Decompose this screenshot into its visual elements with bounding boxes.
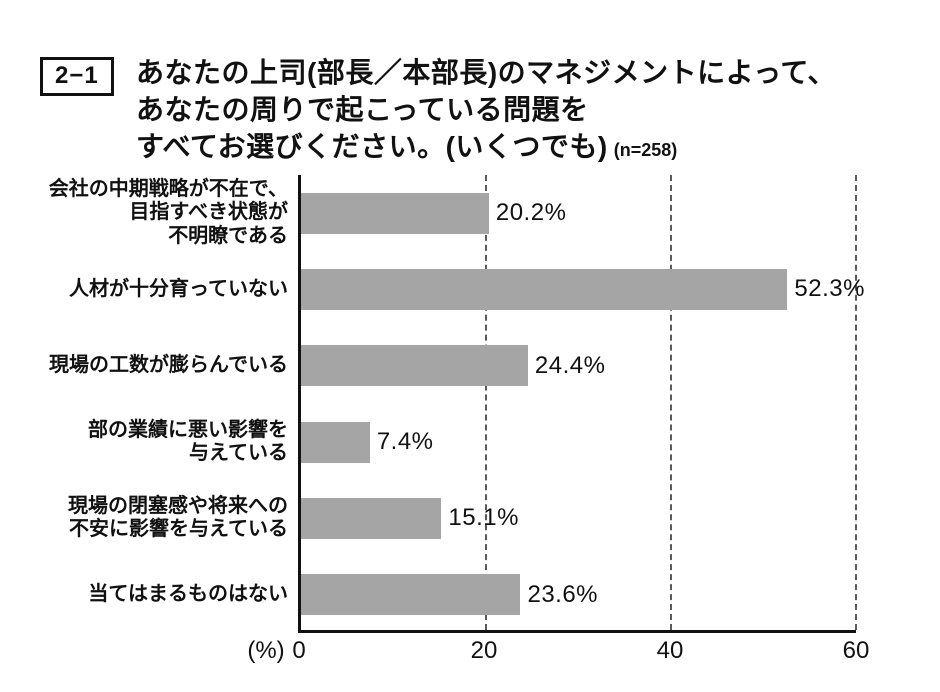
- bar-value-label: 52.3%: [794, 275, 865, 303]
- bar-track: 24.4%: [301, 328, 859, 404]
- bar-track: 15.1%: [301, 480, 859, 556]
- bar-row: 現場の閉塞感や将来への 不安に影響を与えている 15.1%: [0, 480, 940, 556]
- bar: [301, 192, 489, 234]
- bar-track: 7.4%: [301, 404, 859, 480]
- gridline-40: [670, 175, 672, 630]
- question-title-line1: あなたの上司(部長／本部長)のマネジメントによって、: [136, 57, 837, 88]
- bar: [301, 268, 788, 310]
- bar-track: 52.3%: [301, 251, 864, 327]
- question-number-badge: 2−1: [40, 57, 114, 96]
- category-label: 部の業績に悪い影響を 与えている: [88, 418, 288, 465]
- question-title-line3: すべてお選びください。(いくつでも) (n=258): [136, 131, 678, 162]
- bar-value-label: 24.4%: [534, 351, 606, 379]
- x-axis-unit-label: (%): [247, 637, 285, 664]
- bar-row: 現場の工数が膨らんでいる 24.4%: [0, 328, 940, 404]
- bar-track: 20.2%: [301, 175, 859, 251]
- category-label: 会社の中期戦略が不在で、 目指すべき状態が 不明瞭である: [48, 177, 288, 247]
- bar-rows: 会社の中期戦略が不在で、 目指すべき状態が 不明瞭である 20.2% 人材が十分…: [0, 175, 940, 633]
- bar: [301, 421, 370, 463]
- category-label: 当てはまるものはない: [88, 583, 288, 605]
- x-axis-tick-40: 40: [656, 637, 684, 664]
- bar: [301, 345, 528, 387]
- plot-area: [298, 175, 857, 633]
- bar: [301, 497, 442, 539]
- bar-value-label: 20.2%: [495, 199, 567, 227]
- question-title: あなたの上司(部長／本部長)のマネジメントによって、 あなたの周りで起こっている…: [136, 54, 836, 169]
- bar-row: 会社の中期戦略が不在で、 目指すべき状態が 不明瞭である 20.2%: [0, 175, 940, 251]
- bar-row: 当てはまるものはない 23.6%: [0, 557, 940, 633]
- category-label: 人材が十分育っていない: [69, 277, 288, 300]
- category-label: 現場の閉塞感や将来への 不安に影響を与えている: [68, 494, 288, 541]
- x-axis-tick-60: 60: [842, 637, 870, 664]
- x-axis: (%) 0 20 40 60: [0, 637, 940, 671]
- bar-value-label: 23.6%: [527, 580, 599, 608]
- x-axis-tick-20: 20: [470, 637, 498, 664]
- bar-row: 人材が十分育っていない 52.3%: [0, 251, 940, 327]
- horizontal-bar-chart: 会社の中期戦略が不在で、 目指すべき状態が 不明瞭である 20.2% 人材が十分…: [0, 175, 940, 692]
- category-label: 現場の工数が膨らんでいる: [49, 354, 288, 377]
- bar-track: 23.6%: [301, 557, 859, 633]
- gridline-20: [484, 175, 487, 630]
- bar-value-label: 7.4%: [376, 428, 434, 456]
- question-title-line2: あなたの周りで起こっている問題を: [136, 94, 589, 125]
- gridline-60: [855, 175, 857, 630]
- sample-size-label: (n=258): [613, 140, 678, 160]
- x-axis-tick-0: 0: [292, 637, 306, 664]
- bar-value-label: 15.1%: [448, 504, 519, 532]
- bar: [301, 574, 521, 616]
- bar-row: 部の業績に悪い影響を 与えている 7.4%: [0, 404, 940, 480]
